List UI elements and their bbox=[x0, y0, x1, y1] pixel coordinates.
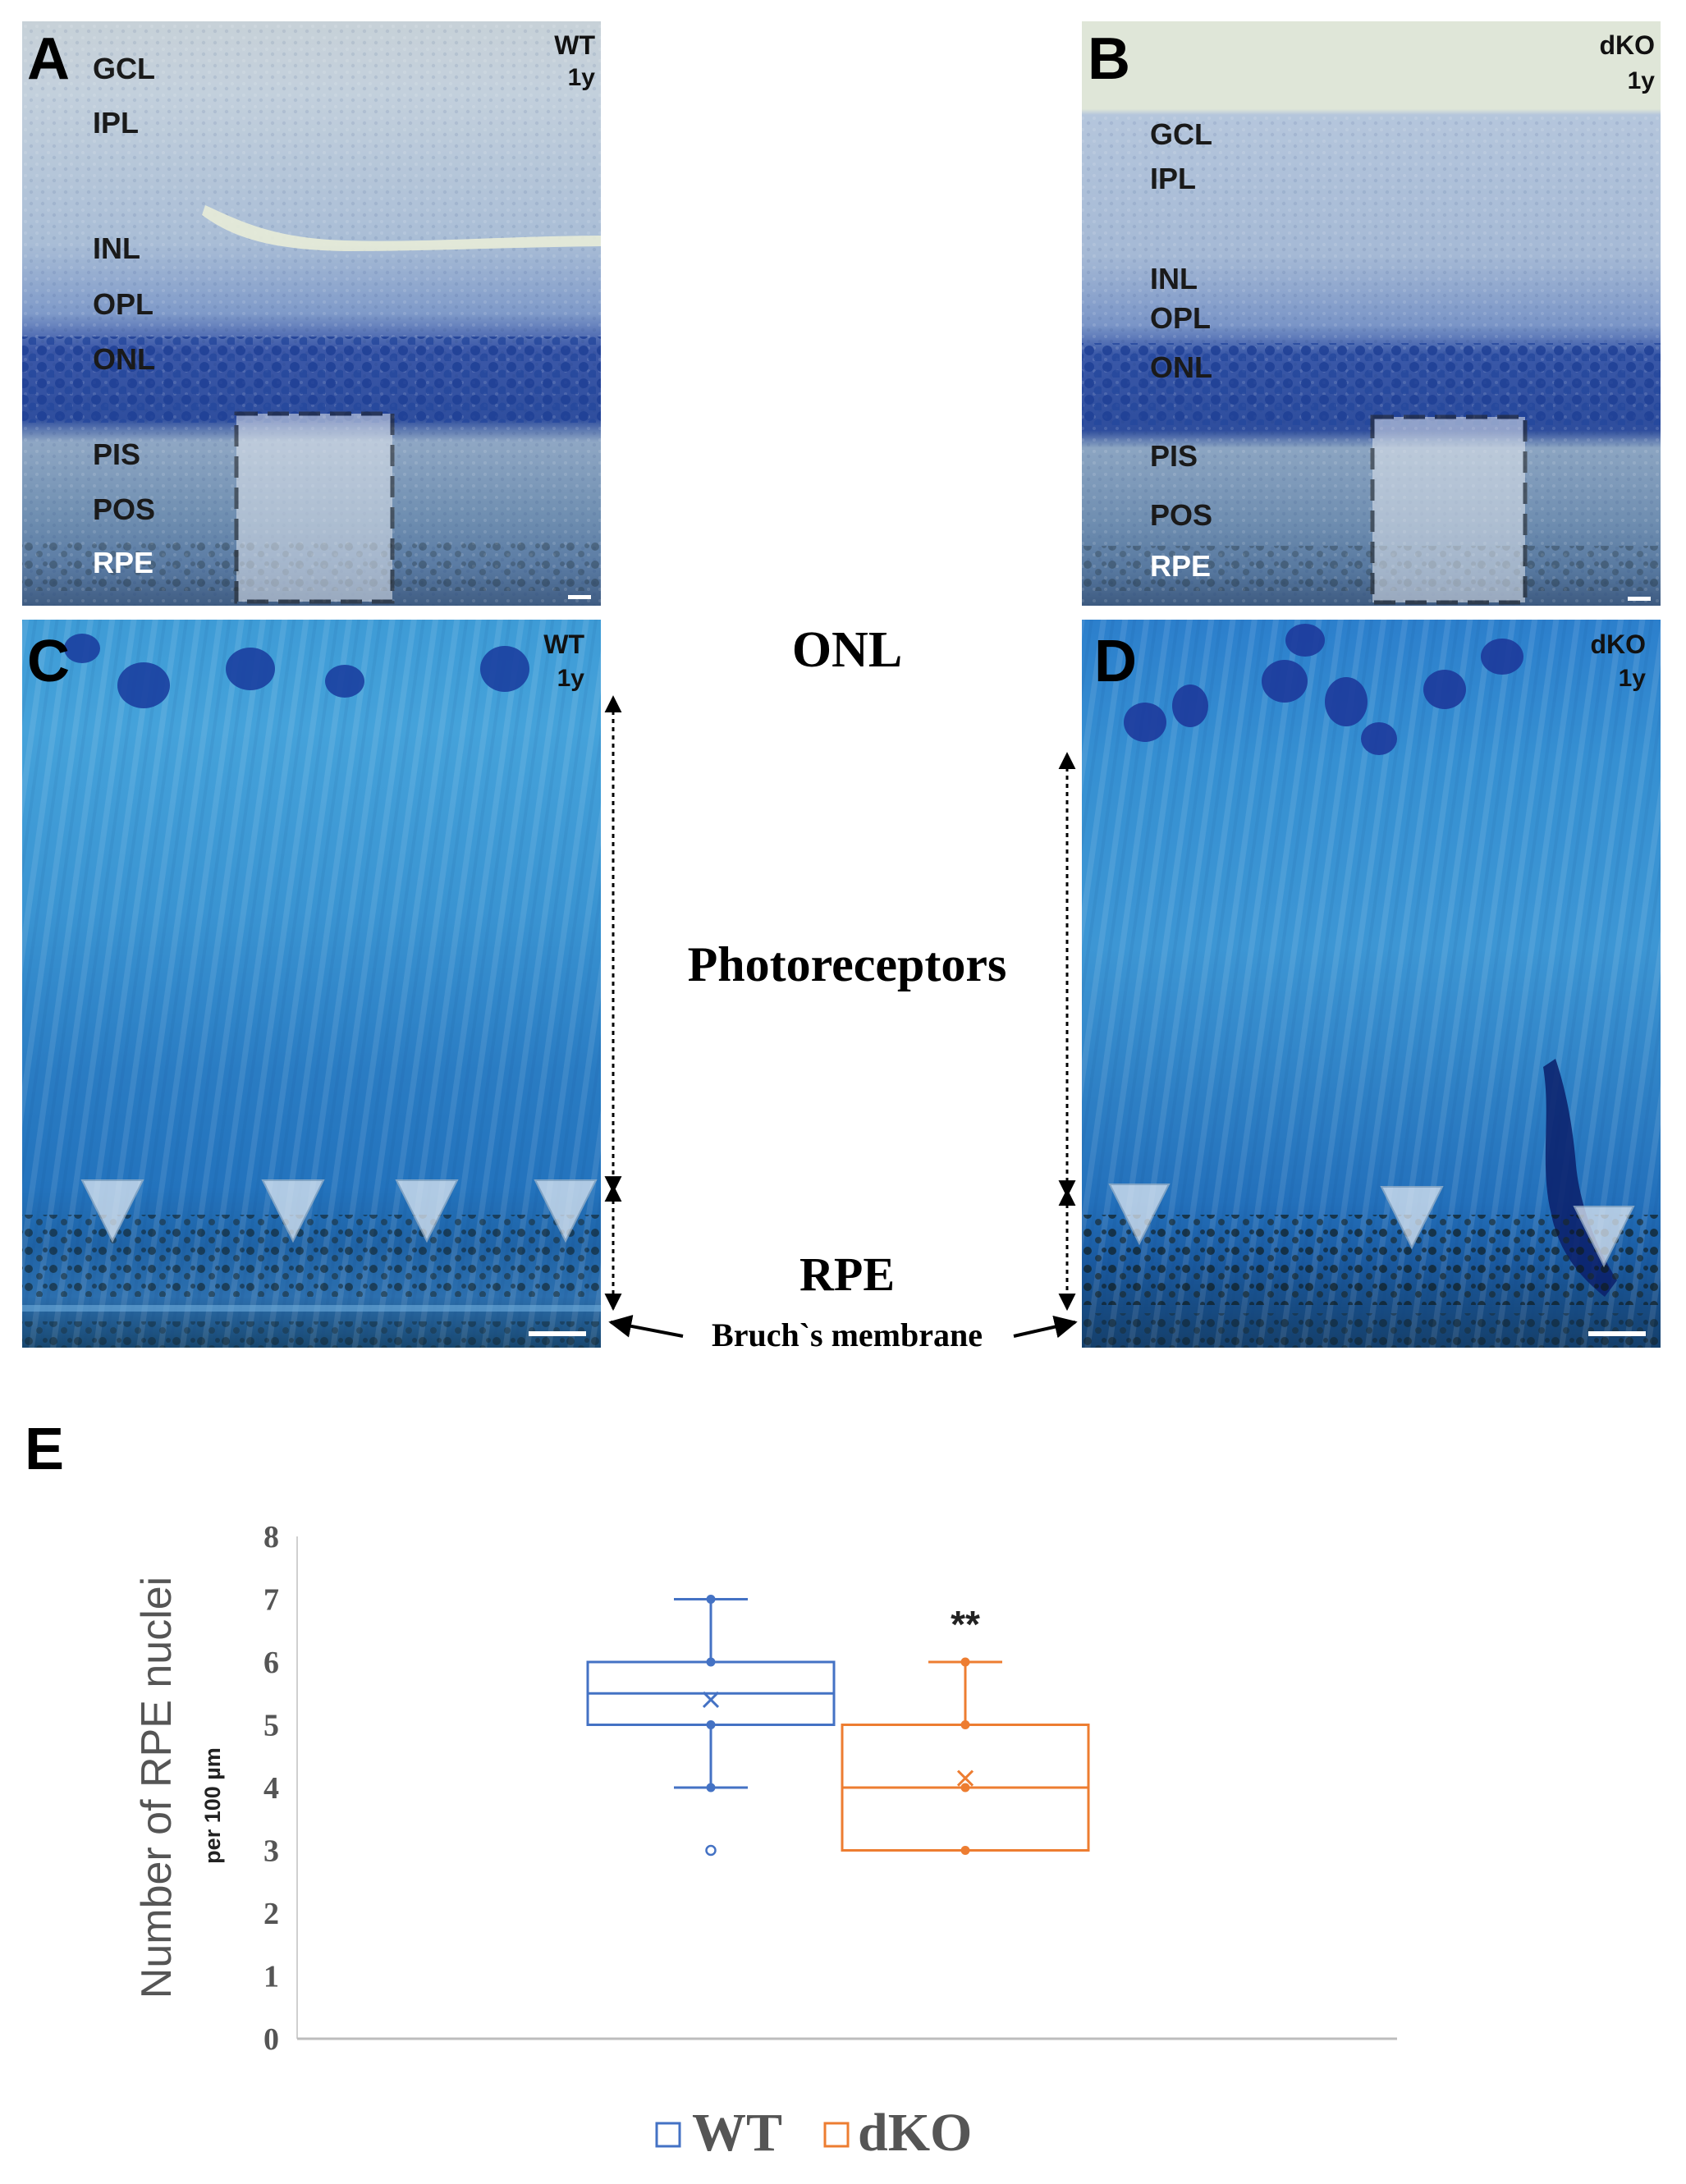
data-point bbox=[960, 1783, 970, 1793]
scale-bar bbox=[1628, 597, 1651, 601]
box-series-wt bbox=[586, 1595, 836, 1857]
layer-label: RPE bbox=[93, 546, 153, 579]
box-plot-chart: E 0 1 2 3 4 5 6 7 8 Number of RPE nuclei per 100… bbox=[25, 1417, 1397, 2163]
legend: WT dKO bbox=[655, 2103, 972, 2163]
y-axis-sublabel: per 100 µm bbox=[200, 1747, 225, 1864]
data-point bbox=[960, 1657, 970, 1667]
panel-b: B dKO 1y GCL IPL INL OPL ONL PIS POS RPE bbox=[1082, 21, 1661, 606]
age-label: 1y bbox=[557, 665, 585, 692]
y-tick-label: 0 bbox=[263, 2022, 279, 2057]
panel-letter: E bbox=[25, 1417, 64, 1482]
scale-bar bbox=[529, 1331, 586, 1336]
bruch-arrow-left bbox=[608, 1315, 684, 1338]
mean-marker bbox=[956, 1770, 974, 1787]
panel-letter: A bbox=[27, 26, 70, 92]
scale-bar bbox=[1588, 1331, 1646, 1336]
y-tick-label: 6 bbox=[263, 1646, 279, 1680]
outlier-point bbox=[705, 1844, 717, 1857]
age-label: 1y bbox=[1619, 665, 1647, 692]
layer-label: IPL bbox=[93, 106, 139, 140]
center-annotations: ONL Photoreceptors RPE Bruch`s membrane bbox=[604, 622, 1078, 1353]
panel-letter: B bbox=[1088, 26, 1130, 92]
condition-label: WT bbox=[543, 630, 584, 659]
layer-label: OPL bbox=[1150, 301, 1211, 335]
onl-label: ONL bbox=[792, 622, 902, 678]
photoreceptors-label: Photoreceptors bbox=[688, 937, 1007, 991]
data-point bbox=[960, 1720, 970, 1729]
y-tick-label: 3 bbox=[263, 1834, 279, 1869]
rpe-label: RPE bbox=[799, 1248, 895, 1301]
mean-marker bbox=[702, 1691, 720, 1708]
scale-bar bbox=[568, 595, 591, 599]
bruch-arrow-right bbox=[1013, 1315, 1078, 1339]
layer-label: ONL bbox=[1150, 350, 1212, 384]
data-point bbox=[706, 1595, 716, 1604]
y-axis-label: Number of RPE nuclei bbox=[133, 1577, 181, 1999]
layer-label: POS bbox=[93, 492, 155, 526]
data-point bbox=[706, 1720, 716, 1729]
y-tick-label: 8 bbox=[263, 1520, 279, 1554]
y-tick-label: 2 bbox=[263, 1897, 279, 1931]
layer-label: OPL bbox=[93, 287, 153, 321]
age-label: 1y bbox=[568, 64, 596, 91]
layer-label: GCL bbox=[93, 52, 155, 85]
y-tick-label: 4 bbox=[263, 1771, 279, 1806]
y-tick-label: 7 bbox=[263, 1583, 279, 1618]
panel-b-inset-box bbox=[1370, 414, 1528, 605]
legend-label-wt: WT bbox=[692, 2103, 782, 2163]
panel-c: C WT 1y bbox=[22, 620, 601, 1348]
layer-label: IPL bbox=[1150, 162, 1196, 195]
significance-marker: ** bbox=[951, 1603, 980, 1646]
layer-label: POS bbox=[1150, 498, 1212, 532]
data-point bbox=[706, 1783, 716, 1793]
legend-swatch-wt bbox=[655, 2122, 681, 2148]
layer-label: RPE bbox=[1150, 549, 1211, 583]
layer-label: GCL bbox=[1150, 117, 1212, 151]
legend-swatch-dko bbox=[823, 2122, 850, 2148]
age-label: 1y bbox=[1628, 67, 1656, 94]
legend-label-dko: dKO bbox=[858, 2103, 972, 2163]
data-point bbox=[706, 1657, 716, 1667]
panel-letter: C bbox=[27, 629, 70, 694]
panel-d: D dKO 1y bbox=[1082, 620, 1661, 1348]
panel-a: A WT 1y GCL IPL INL OPL ONL PIS POS RPE bbox=[22, 21, 601, 606]
y-tick-label: 5 bbox=[263, 1709, 279, 1743]
panel-a-inset-box bbox=[234, 411, 395, 604]
condition-label: dKO bbox=[1590, 630, 1646, 659]
condition-label: WT bbox=[554, 30, 595, 60]
y-tick-label: 1 bbox=[263, 1960, 279, 1994]
box-series-dko bbox=[841, 1657, 1090, 1855]
layer-label: INL bbox=[93, 231, 140, 265]
data-point bbox=[960, 1846, 970, 1855]
panel-letter: D bbox=[1094, 629, 1137, 694]
layer-label: PIS bbox=[1150, 439, 1198, 473]
layer-label: ONL bbox=[93, 342, 155, 376]
layer-label: PIS bbox=[93, 437, 140, 471]
layer-label: INL bbox=[1150, 262, 1198, 295]
bruchs-membrane-label: Bruch`s membrane bbox=[712, 1316, 983, 1353]
condition-label: dKO bbox=[1599, 30, 1655, 60]
